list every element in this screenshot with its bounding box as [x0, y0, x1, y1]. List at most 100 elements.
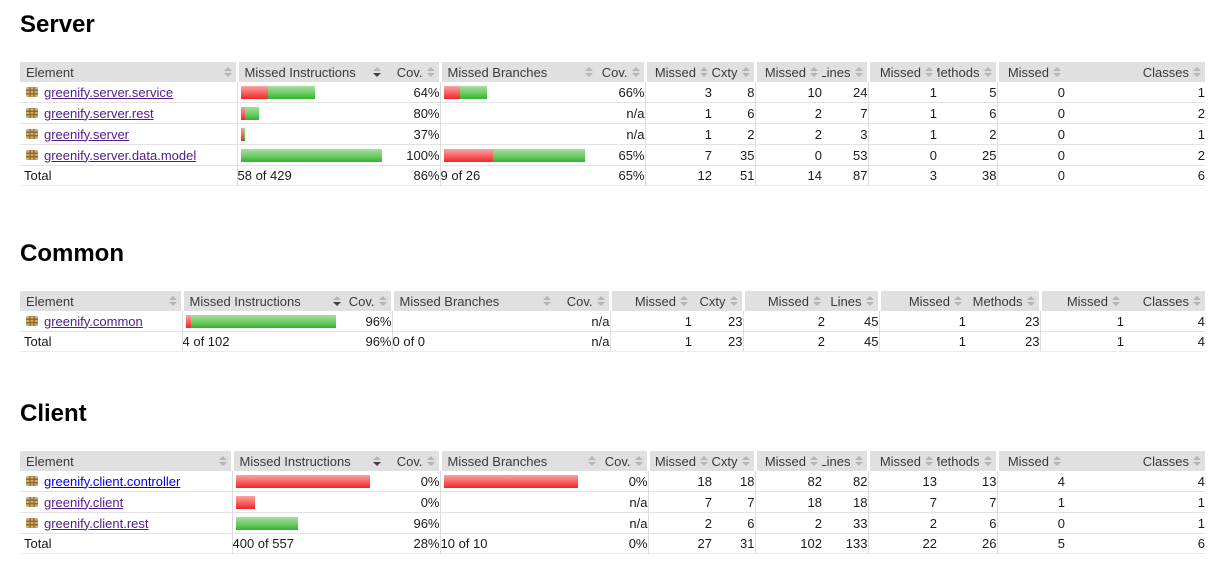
missed-bar-segment [235, 495, 255, 509]
counter-cell: 18 [754, 491, 822, 513]
column-header-label: Missed [764, 64, 806, 80]
counter-cell: 2 [754, 102, 822, 124]
column-header-classes[interactable]: Classes [1065, 62, 1205, 82]
column-header-label: Missed [634, 293, 676, 309]
column-header-cov[interactable]: Cov. [385, 62, 440, 82]
total-counter-cell: 0 [996, 165, 1065, 186]
column-header-cov[interactable]: Cov. [555, 291, 610, 311]
package-link[interactable]: greenify.server.service [44, 84, 174, 100]
column-header-classes[interactable]: Classes [1065, 451, 1205, 471]
counter-cell: 2 [754, 123, 822, 145]
column-header-cov[interactable]: Cov. [345, 291, 392, 311]
column-header-methods[interactable]: Methods [937, 451, 997, 471]
column-header-missed[interactable]: Missed [995, 62, 1065, 82]
total-counter-cell: 38 [937, 165, 997, 186]
column-header-missed[interactable]: Missed [995, 451, 1065, 471]
counter-cell: 6 [937, 102, 997, 124]
missed-branches-cell [439, 144, 597, 166]
sort-down-arrow [700, 462, 708, 466]
total-counter-cell: 102 [754, 533, 822, 554]
coverage-table: Element Missed Instructions Cov. Missed Bra… [20, 62, 1205, 186]
missed-instructions-cell [236, 123, 385, 145]
column-header-methods[interactable]: Methods [966, 291, 1040, 311]
covered-bar-segment [190, 314, 336, 328]
column-header-cxty[interactable]: Cxty [712, 62, 755, 82]
column-header-lines[interactable]: Lines [822, 62, 868, 82]
sort-up-arrow [983, 67, 992, 71]
sort-icon [1053, 456, 1061, 466]
sort-up-arrow [1053, 67, 1061, 71]
counter-cell: 2 [937, 123, 997, 145]
counter-cell: 0 [996, 82, 1065, 103]
column-header-cov[interactable]: Cov. [385, 451, 440, 471]
sort-down-arrow [729, 302, 738, 306]
total-branches-cell: 0 of 0 [391, 331, 555, 352]
sort-down-arrow [983, 462, 992, 466]
column-header-cxty[interactable]: Cxty [692, 291, 743, 311]
package-link[interactable]: greenify.common [44, 313, 143, 329]
counter-cell: 0 [867, 144, 937, 166]
sort-icon [1193, 67, 1201, 77]
package-link[interactable]: greenify.client.rest [44, 515, 149, 531]
table-row: greenify.server.service 64% 66% 3 8 10 24 1 5 0 1 [20, 82, 1205, 103]
column-header-missed-branches[interactable]: Missed Branches [438, 451, 600, 471]
column-header-missed[interactable]: Missed [753, 451, 822, 471]
counter-cell: 7 [647, 491, 712, 513]
sort-up-arrow [543, 296, 551, 300]
table-row: greenify.common 96% n/a 1 23 2 45 1 23 1 4 [20, 311, 1205, 332]
column-header-missed[interactable]: Missed [646, 451, 712, 471]
counter-cell: 6 [712, 512, 755, 534]
sort-icon [700, 456, 708, 466]
package-link[interactable]: greenify.server.data.model [44, 147, 197, 163]
column-header-cov[interactable]: Cov. [597, 62, 645, 82]
column-header-label: Missed [767, 293, 809, 309]
counter-cell: 0 [996, 102, 1065, 124]
package-icon [25, 474, 39, 488]
counter-cell: 4 [1124, 311, 1205, 332]
element-cell: greenify.common [20, 311, 182, 332]
sort-up-arrow [426, 67, 435, 71]
column-header-missed[interactable]: Missed [753, 62, 822, 82]
total-instructions-cell: 58 of 429 [236, 165, 385, 186]
column-header-missed-branches[interactable]: Missed Branches [438, 62, 597, 82]
package-link[interactable]: greenify.client [44, 494, 124, 510]
total-counter-cell: 31 [712, 533, 755, 554]
counter-cell: 82 [754, 471, 822, 492]
column-header-missed-branches[interactable]: Missed Branches [390, 291, 555, 311]
column-header-lines[interactable]: Lines [825, 291, 879, 311]
column-header-missed[interactable]: Missed [866, 62, 937, 82]
covered-bar-segment [243, 127, 245, 141]
column-header-missed-instructions[interactable]: Missed Instructions [230, 451, 385, 471]
column-header-element[interactable]: Element [20, 62, 237, 82]
package-link[interactable]: greenify.client.controller [44, 473, 181, 489]
column-header-classes[interactable]: Classes [1124, 291, 1205, 311]
sort-down-arrow [741, 73, 750, 77]
package-link[interactable]: greenify.server [44, 126, 130, 142]
column-header-missed[interactable]: Missed [741, 291, 825, 311]
column-header-missed[interactable]: Missed [608, 291, 692, 311]
column-header-missed[interactable]: Missed [877, 291, 966, 311]
column-header-cov[interactable]: Cov. [600, 451, 648, 471]
package-link[interactable]: greenify.server.rest [44, 105, 154, 121]
column-header-label: Missed [1007, 453, 1049, 469]
counter-cell: 7 [822, 102, 868, 124]
sort-down-arrow [426, 73, 435, 77]
instruction-coverage-cell: 96% [345, 311, 392, 332]
counter-cell: 4 [996, 471, 1065, 492]
column-header-element[interactable]: Element [20, 451, 232, 471]
column-header-missed[interactable]: Missed [643, 62, 712, 82]
column-header-missed[interactable]: Missed [1038, 291, 1124, 311]
column-header-methods[interactable]: Methods [937, 62, 997, 82]
total-branch-coverage-cell: 0% [600, 533, 648, 554]
column-header-cxty[interactable]: Cxty [712, 451, 755, 471]
column-header-missed-instructions[interactable]: Missed Instructions [180, 291, 345, 311]
column-header-missed[interactable]: Missed [866, 451, 937, 471]
column-header-element[interactable]: Element [20, 291, 182, 311]
column-header-lines[interactable]: Lines [822, 451, 868, 471]
column-header-missed-instructions[interactable]: Missed Instructions [235, 62, 385, 82]
sort-down-arrow [865, 302, 874, 306]
column-header-label: Element [26, 293, 74, 309]
sort-icon [426, 67, 435, 77]
total-counter-cell: 87 [822, 165, 868, 186]
